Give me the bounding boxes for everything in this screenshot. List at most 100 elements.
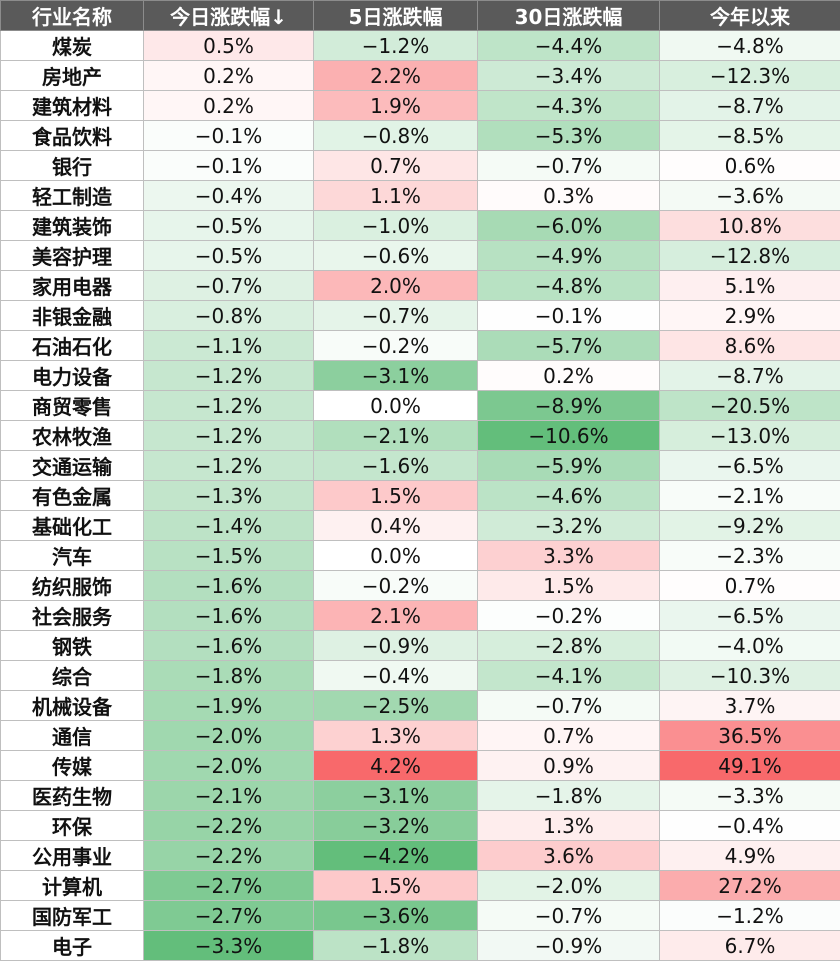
five-day-change-cell: 1.5%	[314, 871, 478, 901]
ytd-change-cell: −4.8%	[660, 31, 840, 61]
thirty-day-change-cell: −1.8%	[478, 781, 660, 811]
five-day-change-cell: −4.2%	[314, 841, 478, 871]
thirty-day-change-cell: −2.0%	[478, 871, 660, 901]
industry-name-cell: 社会服务	[1, 601, 144, 631]
ytd-change-cell: −0.4%	[660, 811, 840, 841]
five-day-change-cell: −3.1%	[314, 781, 478, 811]
industry-name-cell: 纺织服饰	[1, 571, 144, 601]
ytd-change-cell: 2.9%	[660, 301, 840, 331]
five-day-change-cell: 0.0%	[314, 541, 478, 571]
industry-name-cell: 环保	[1, 811, 144, 841]
industry-name-cell: 美容护理	[1, 241, 144, 271]
industry-name-cell: 基础化工	[1, 511, 144, 541]
table-row: 交通运输−1.2%−1.6%−5.9%−6.5%	[1, 451, 840, 481]
ytd-change-cell: −3.6%	[660, 181, 840, 211]
today-change-cell: −2.1%	[144, 781, 314, 811]
today-change-cell: −2.2%	[144, 841, 314, 871]
today-change-cell: −1.2%	[144, 391, 314, 421]
thirty-day-change-cell: 3.3%	[478, 541, 660, 571]
header-5day-change[interactable]: 5日涨跌幅	[314, 1, 478, 31]
five-day-change-cell: −1.2%	[314, 31, 478, 61]
table-row: 食品饮料−0.1%−0.8%−5.3%−8.5%	[1, 121, 840, 151]
thirty-day-change-cell: −0.1%	[478, 301, 660, 331]
industry-name-cell: 传媒	[1, 751, 144, 781]
five-day-change-cell: −1.6%	[314, 451, 478, 481]
five-day-change-cell: 1.3%	[314, 721, 478, 751]
ytd-change-cell: −20.5%	[660, 391, 840, 421]
five-day-change-cell: −3.2%	[314, 811, 478, 841]
thirty-day-change-cell: −6.0%	[478, 211, 660, 241]
ytd-change-cell: 49.1%	[660, 751, 840, 781]
ytd-change-cell: −8.7%	[660, 91, 840, 121]
ytd-change-cell: −3.3%	[660, 781, 840, 811]
thirty-day-change-cell: −4.1%	[478, 661, 660, 691]
five-day-change-cell: 0.4%	[314, 511, 478, 541]
today-change-cell: −1.2%	[144, 421, 314, 451]
industry-name-cell: 国防军工	[1, 901, 144, 931]
thirty-day-change-cell: 1.3%	[478, 811, 660, 841]
header-row: 行业名称 今日涨跌幅↓ 5日涨跌幅 30日涨跌幅 今年以来	[1, 1, 840, 31]
table-row: 钢铁−1.6%−0.9%−2.8%−4.0%	[1, 631, 840, 661]
industry-name-cell: 食品饮料	[1, 121, 144, 151]
five-day-change-cell: −0.6%	[314, 241, 478, 271]
today-change-cell: −0.4%	[144, 181, 314, 211]
ytd-change-cell: 10.8%	[660, 211, 840, 241]
table-row: 纺织服饰−1.6%−0.2%1.5%0.7%	[1, 571, 840, 601]
ytd-change-cell: −2.1%	[660, 481, 840, 511]
industry-name-cell: 综合	[1, 661, 144, 691]
industry-name-cell: 通信	[1, 721, 144, 751]
table-row: 计算机−2.7%1.5%−2.0%27.2%	[1, 871, 840, 901]
ytd-change-cell: 0.7%	[660, 571, 840, 601]
today-change-cell: −1.2%	[144, 361, 314, 391]
header-industry-name[interactable]: 行业名称	[1, 1, 144, 31]
thirty-day-change-cell: −4.4%	[478, 31, 660, 61]
thirty-day-change-cell: −0.7%	[478, 151, 660, 181]
industry-name-cell: 建筑装饰	[1, 211, 144, 241]
today-change-cell: −0.1%	[144, 151, 314, 181]
five-day-change-cell: −0.8%	[314, 121, 478, 151]
today-change-cell: −0.7%	[144, 271, 314, 301]
thirty-day-change-cell: −0.2%	[478, 601, 660, 631]
five-day-change-cell: 2.0%	[314, 271, 478, 301]
today-change-cell: −1.9%	[144, 691, 314, 721]
today-change-cell: −0.5%	[144, 211, 314, 241]
table-row: 公用事业−2.2%−4.2%3.6%4.9%	[1, 841, 840, 871]
today-change-cell: −2.2%	[144, 811, 314, 841]
five-day-change-cell: −0.2%	[314, 331, 478, 361]
today-change-cell: −0.5%	[144, 241, 314, 271]
thirty-day-change-cell: −0.9%	[478, 931, 660, 961]
table-row: 电力设备−1.2%−3.1%0.2%−8.7%	[1, 361, 840, 391]
header-30day-change[interactable]: 30日涨跌幅	[478, 1, 660, 31]
table-row: 农林牧渔−1.2%−2.1%−10.6%−13.0%	[1, 421, 840, 451]
five-day-change-cell: 1.5%	[314, 481, 478, 511]
five-day-change-cell: −0.7%	[314, 301, 478, 331]
thirty-day-change-cell: −4.9%	[478, 241, 660, 271]
ytd-change-cell: −12.8%	[660, 241, 840, 271]
today-change-cell: −1.6%	[144, 571, 314, 601]
thirty-day-change-cell: −3.4%	[478, 61, 660, 91]
table-row: 通信−2.0%1.3%0.7%36.5%	[1, 721, 840, 751]
industry-name-cell: 煤炭	[1, 31, 144, 61]
ytd-change-cell: −2.3%	[660, 541, 840, 571]
table-row: 机械设备−1.9%−2.5%−0.7%3.7%	[1, 691, 840, 721]
thirty-day-change-cell: −5.9%	[478, 451, 660, 481]
thirty-day-change-cell: 0.2%	[478, 361, 660, 391]
ytd-change-cell: −4.0%	[660, 631, 840, 661]
table-row: 基础化工−1.4%0.4%−3.2%−9.2%	[1, 511, 840, 541]
five-day-change-cell: 1.1%	[314, 181, 478, 211]
industry-name-cell: 有色金属	[1, 481, 144, 511]
header-today-change[interactable]: 今日涨跌幅↓	[144, 1, 314, 31]
ytd-change-cell: 27.2%	[660, 871, 840, 901]
table-row: 电子−3.3%−1.8%−0.9%6.7%	[1, 931, 840, 961]
five-day-change-cell: 2.2%	[314, 61, 478, 91]
ytd-change-cell: 0.6%	[660, 151, 840, 181]
ytd-change-cell: 6.7%	[660, 931, 840, 961]
today-change-cell: 0.2%	[144, 61, 314, 91]
industry-name-cell: 房地产	[1, 61, 144, 91]
today-change-cell: −2.7%	[144, 871, 314, 901]
ytd-change-cell: −1.2%	[660, 901, 840, 931]
thirty-day-change-cell: −4.6%	[478, 481, 660, 511]
header-ytd-change[interactable]: 今年以来	[660, 1, 840, 31]
